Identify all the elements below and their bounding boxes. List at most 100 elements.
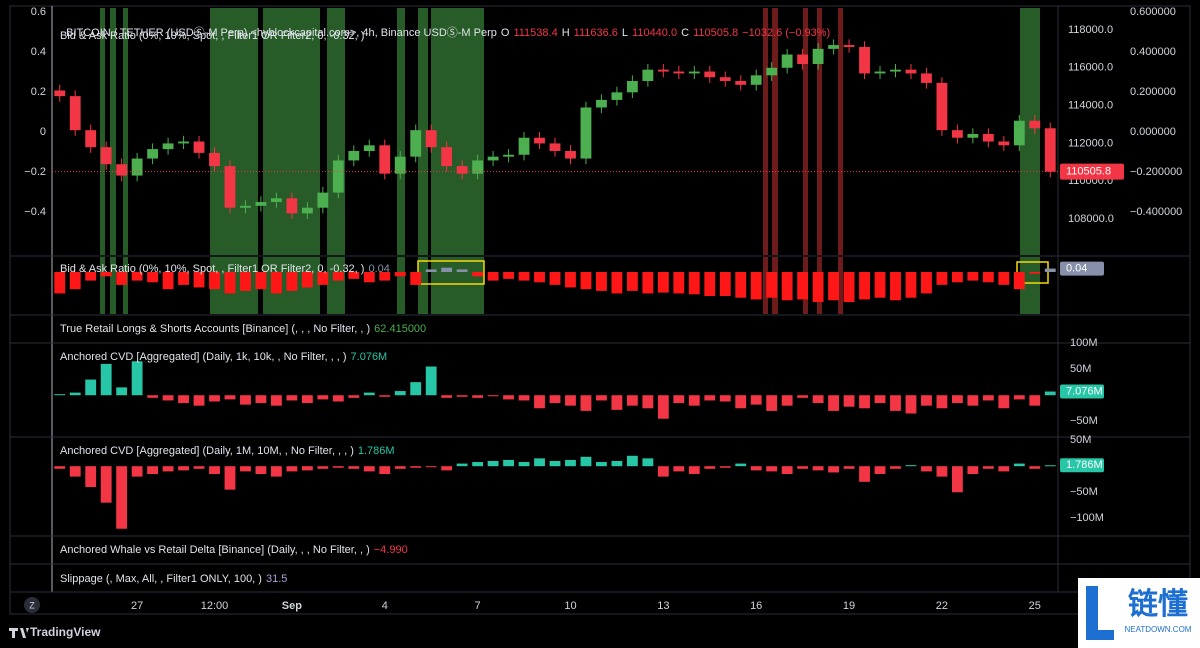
histogram-bar — [580, 395, 592, 411]
histogram-bar — [982, 395, 994, 401]
signal-band — [478, 257, 484, 314]
histogram-bar — [456, 463, 468, 467]
histogram-bar — [921, 272, 932, 294]
histogram-bar — [54, 394, 66, 396]
histogram-bar — [472, 272, 484, 277]
histogram-bar — [410, 466, 422, 468]
histogram-bar — [317, 272, 329, 285]
signal-band — [210, 8, 258, 255]
candle-body — [286, 198, 298, 214]
candle-body — [472, 160, 484, 174]
histogram-bar — [657, 466, 669, 477]
y2-tick-label: 0.000000 — [1130, 126, 1176, 138]
histogram-bar — [781, 395, 793, 406]
timezone-button[interactable] — [24, 597, 40, 613]
histogram-bar — [178, 466, 189, 471]
histogram-bar — [905, 395, 917, 414]
histogram-bar — [534, 272, 545, 283]
histogram-bar — [332, 466, 344, 468]
histogram-bar — [317, 395, 329, 400]
histogram-bar — [951, 466, 963, 493]
histogram-bar — [1013, 395, 1025, 400]
histogram-bar — [565, 459, 576, 467]
y-tick-label: 50M — [1070, 363, 1091, 375]
histogram-bar — [379, 272, 391, 281]
histogram-bar — [441, 395, 453, 398]
histogram-bar — [363, 392, 375, 396]
candle-body — [580, 107, 592, 159]
signal-band — [803, 8, 808, 255]
histogram-bar — [735, 272, 747, 298]
candle-body — [1029, 120, 1041, 129]
histogram-bar — [626, 395, 638, 406]
signal-band — [1020, 8, 1040, 255]
histogram-bar — [162, 272, 174, 290]
histogram-bar — [549, 395, 561, 404]
histogram-bar — [503, 459, 514, 467]
histogram-bar — [255, 272, 267, 290]
histogram-bar — [951, 272, 963, 283]
histogram-bar — [270, 272, 282, 294]
pane-value: 1.786M — [357, 445, 395, 457]
signal-band — [478, 8, 484, 255]
candle-body — [224, 166, 236, 208]
candle-body — [209, 152, 220, 167]
histogram-bar — [255, 395, 267, 404]
ohlc-value: 111538.4 — [513, 27, 558, 39]
histogram-bar — [766, 466, 778, 472]
histogram-bar — [611, 272, 623, 294]
candle-body — [688, 71, 700, 74]
price-label-bg — [1060, 163, 1124, 180]
left-tick-label: −0.2 — [24, 166, 46, 178]
ohlc-key: L — [621, 27, 629, 39]
candle-body — [348, 150, 360, 161]
histogram-bar — [1044, 465, 1056, 467]
candle-body — [812, 48, 824, 64]
histogram-bar — [286, 395, 298, 401]
candle-body — [54, 90, 66, 97]
histogram-bar — [828, 272, 840, 301]
ohlc-value: 111636.6 — [573, 27, 618, 39]
histogram-bar — [178, 395, 189, 404]
candle-body — [162, 143, 174, 150]
histogram-bar — [1029, 272, 1041, 274]
histogram-bar — [905, 272, 917, 298]
tv-logo — [9, 628, 29, 638]
histogram-bar — [766, 272, 778, 298]
y-tick-label: 116000.0 — [1068, 62, 1113, 74]
histogram-bar — [642, 272, 654, 294]
histogram-bar — [100, 466, 112, 503]
histogram-bar — [209, 272, 220, 290]
indicator-legend: Bid & Ask Ratio (0%, 10%, Spot, , Filter… — [60, 29, 368, 43]
histogram-bar — [704, 272, 716, 296]
histogram-bar — [487, 460, 499, 467]
pane-title: True Retail Longs & Shorts Accounts [Bin… — [60, 323, 371, 335]
histogram-bar — [735, 395, 747, 409]
histogram-bar — [394, 466, 406, 469]
histogram-bar — [54, 466, 66, 469]
histogram-bar — [348, 272, 360, 279]
candle-body — [301, 207, 313, 214]
timezone-label: Z — [29, 600, 35, 610]
left-tick-label: 0.6 — [31, 6, 46, 18]
logo-icon — [9, 628, 29, 638]
candle-body — [425, 130, 437, 148]
histogram-bar — [193, 395, 205, 406]
histogram-bar — [100, 363, 112, 396]
pane-value: −4.990 — [373, 544, 408, 556]
candle-body — [750, 75, 762, 85]
candle-body — [626, 81, 638, 93]
histogram-bar — [255, 466, 267, 475]
histogram-bar — [890, 466, 901, 469]
candle-body — [394, 156, 406, 174]
histogram-bar — [301, 272, 313, 288]
candle-body — [843, 45, 855, 47]
histogram-bar — [750, 395, 762, 405]
candle-body — [456, 166, 468, 174]
histogram-bar — [797, 272, 809, 300]
histogram-bar — [116, 272, 128, 285]
pane-value: 62.415000 — [374, 323, 427, 335]
histogram-bar — [611, 395, 623, 410]
histogram-bar — [812, 272, 824, 302]
histogram-bar — [85, 379, 97, 396]
